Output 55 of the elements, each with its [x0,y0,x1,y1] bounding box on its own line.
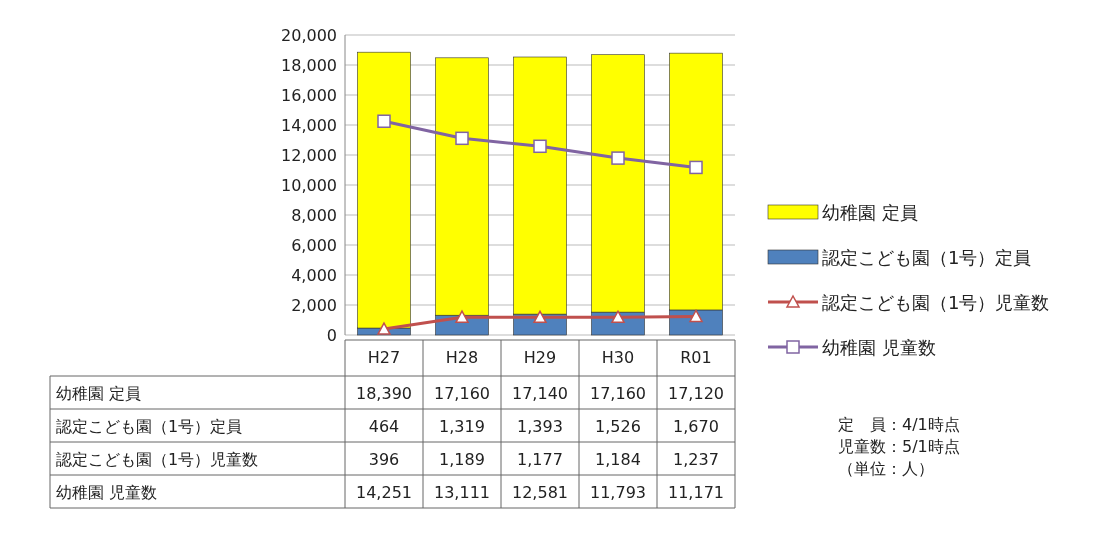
data-label: 464 [368,417,400,436]
legend-label: 認定こども園（1号）定員 [822,247,1032,268]
data-label: 11,171 [668,483,724,502]
point [689,160,703,175]
y-tick-label: 14,000 [281,116,337,135]
data-label: 1,184 [595,450,641,469]
data-label: 396 [368,450,400,469]
data-label: 1,393 [517,417,563,436]
data-label: 17,160 [434,384,490,403]
data-label: 17,160 [590,384,646,403]
data-label: 1,670 [673,417,719,436]
text: 認定こども園（1号）児童数 [56,450,259,469]
text: 認定こども園（1号）定員 [56,417,243,436]
x-tick-label: R01 [680,348,712,367]
annotation: （単位：人） [838,459,934,478]
x-tick-label: H30 [601,348,635,367]
y-tick-label: 16,000 [281,86,337,105]
point [611,151,625,165]
data-label: 1,189 [439,450,485,469]
y-tick-label: 12,000 [281,146,337,165]
data-label: 1,319 [439,417,485,436]
legend-label: 幼稚園 児童数 [822,337,936,358]
x-tick-label: H28 [445,348,479,367]
data-label: 13,111 [434,483,490,502]
data-label: 1,177 [517,450,563,469]
point [377,114,391,128]
y-tick-label: 4,000 [291,266,337,285]
y-tick-label: 2,000 [291,296,337,315]
data-label: 1,237 [673,450,719,469]
legend-label: 認定こども園（1号）児童数 [822,292,1050,313]
x-tick-label: H29 [523,348,557,367]
data-label: 14,251 [356,483,412,502]
y-tick-label: 0 [326,326,337,345]
y-tick-label: 10,000 [281,176,337,195]
y-tick-label: 8,000 [291,206,337,225]
point [533,310,547,324]
data-label: 1,526 [595,417,641,436]
point [455,131,469,146]
y-tick-label: 6,000 [291,236,337,255]
x-tick-label: H27 [367,348,401,367]
point [455,310,469,323]
data-label: 17,140 [512,384,568,403]
legend-label: 幼稚園 定員 [822,202,918,223]
data-label: 18,390 [356,384,412,403]
data-label: 17,120 [668,384,724,403]
point [533,139,547,154]
text: 幼稚園 定員 [56,384,142,403]
annotation: 児童数：5/1時点 [838,437,960,456]
y-tick-label: 18,000 [281,56,337,75]
text: 幼稚園 児童数 [56,483,158,502]
annotation: 定 員：4/1時点 [838,415,960,434]
data-label: 12,581 [512,483,568,502]
data-label: 11,793 [590,483,646,502]
y-tick-label: 20,000 [281,26,337,45]
point [377,322,391,335]
